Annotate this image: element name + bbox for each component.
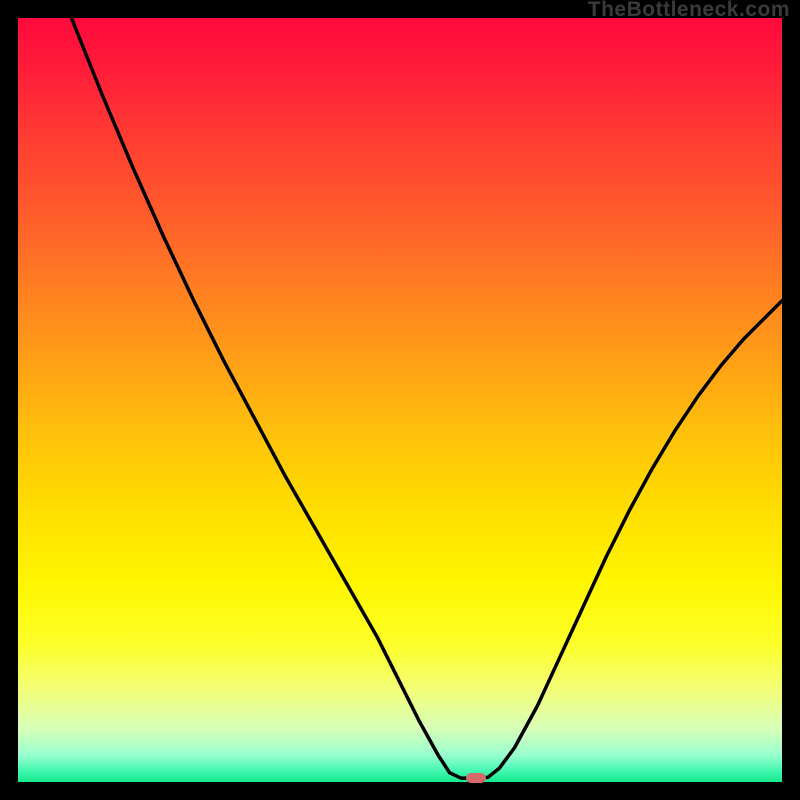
plot-area: [18, 18, 782, 782]
watermark-text: TheBottleneck.com: [588, 0, 790, 22]
gradient-background: [18, 18, 782, 782]
chart-frame: TheBottleneck.com: [0, 0, 800, 800]
curve-svg: [18, 18, 782, 782]
bottleneck-curve: [71, 18, 782, 778]
optimal-point-marker: [466, 773, 486, 783]
